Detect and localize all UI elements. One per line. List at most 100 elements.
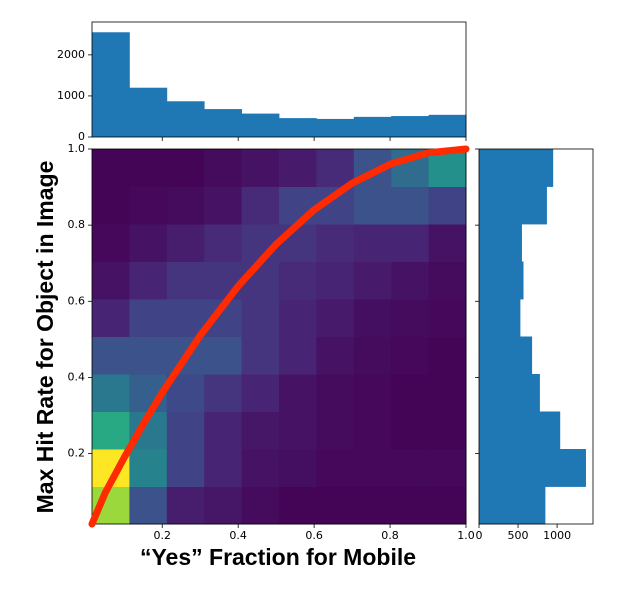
- heatmap-cell: [391, 186, 430, 225]
- heatmap-cell: [129, 336, 168, 375]
- heatmap-cell: [92, 411, 130, 450]
- heatmap-cell: [166, 224, 205, 262]
- heatmap-cell: [353, 299, 392, 337]
- heatmap-cell: [204, 449, 243, 487]
- x-tick-label: 0.6: [305, 529, 323, 542]
- heatmap-cell: [241, 299, 280, 337]
- y-axis-label: Max Hit Rate for Object in Image: [32, 161, 58, 514]
- heatmap-cell: [129, 186, 168, 225]
- heatmap-cell: [316, 411, 355, 450]
- heatmap-cell: [204, 374, 243, 412]
- heatmap-cell: [241, 186, 280, 225]
- heatmap-cell: [129, 449, 168, 487]
- heatmap-cell: [166, 149, 205, 187]
- x-tick-label: 0.4: [229, 529, 247, 542]
- heatmap-cell: [353, 449, 392, 487]
- heatmap-cell: [316, 224, 355, 262]
- heatmap-cell: [241, 336, 280, 375]
- heatmap-cell: [353, 261, 392, 300]
- heatmap-cell: [391, 224, 430, 262]
- histogram-bar: [479, 449, 586, 487]
- heatmap-cell: [129, 261, 168, 300]
- x-tick-label: 500: [508, 529, 529, 542]
- heatmap-cell: [391, 374, 430, 412]
- right-histogram-axes: 0 500 1000: [475, 148, 594, 542]
- histogram-bar: [279, 118, 317, 137]
- histogram-bar: [241, 113, 280, 137]
- histogram-bar: [479, 186, 547, 225]
- histogram-bar: [479, 224, 522, 262]
- axes-frame: [478, 148, 594, 525]
- axes-frame: [91, 21, 467, 138]
- histogram-bar: [479, 336, 533, 375]
- heatmap-cell: [279, 186, 317, 225]
- x-tick-label: 0: [476, 529, 483, 542]
- heatmap-cell: [428, 299, 467, 337]
- heatmap-cell: [279, 411, 317, 450]
- heatmap-cell: [204, 411, 243, 450]
- x-tick-label: 0.8: [381, 529, 399, 542]
- heatmap-cell: [428, 186, 467, 225]
- heatmap-cell: [166, 299, 205, 337]
- heatmap-cell: [353, 411, 392, 450]
- heatmap-cell: [166, 486, 205, 525]
- heatmap-cell: [166, 449, 205, 487]
- histogram-bar: [391, 116, 429, 137]
- heatmap-cell: [129, 486, 168, 525]
- y-tick-label: 2000: [57, 48, 85, 61]
- heatmap-cell: [353, 336, 392, 375]
- heatmap-cell: [241, 374, 280, 412]
- heatmap-cell: [129, 299, 168, 337]
- heatmap-cell: [391, 336, 430, 375]
- histogram-bar: [204, 109, 242, 137]
- heatmap-cell: [241, 449, 280, 487]
- heatmap-cell: [353, 486, 392, 525]
- histogram-bar: [92, 32, 130, 138]
- heatmap-cell: [241, 486, 280, 525]
- heatmap-cell: [428, 486, 467, 525]
- heatmap-cell: [166, 186, 205, 225]
- heatmap-cell: [241, 411, 280, 450]
- axes-frame: [91, 148, 467, 525]
- heatmap-cell: [129, 149, 168, 187]
- y-tick-label: 0.4: [68, 370, 86, 383]
- heatmap-cell: [166, 411, 205, 450]
- heatmap-cell: [279, 336, 317, 375]
- y-tick-label: 0: [78, 130, 85, 143]
- heatmap-cell: [428, 261, 467, 300]
- heatmap-cell: [92, 186, 130, 225]
- histogram-bar: [479, 149, 554, 187]
- curve: [88, 145, 470, 528]
- heatmap-cell: [353, 374, 392, 412]
- histogram-bar: [479, 261, 524, 300]
- x-tick-label: 1.0: [457, 529, 475, 542]
- x-tick-label: 0.2: [153, 529, 171, 542]
- heatmap-cell: [204, 149, 243, 187]
- heatmap-cell: [316, 299, 355, 337]
- heatmap-cell: [391, 411, 430, 450]
- heatmap-cell: [166, 261, 205, 300]
- heatmap-cell: [279, 299, 317, 337]
- histogram-bar: [479, 299, 521, 337]
- heatmap-cell: [279, 486, 317, 525]
- heatmap-cell: [391, 261, 430, 300]
- heatmap-cell: [316, 449, 355, 487]
- heatmap-cell: [92, 261, 130, 300]
- heatmap-cell: [428, 449, 467, 487]
- y-tick-label: 1.0: [68, 142, 86, 155]
- histogram-bar: [479, 486, 546, 525]
- heatmap-cell: [391, 486, 430, 525]
- histogram-bar: [479, 374, 540, 412]
- heatmap-cell: [279, 224, 317, 262]
- histogram-bar: [316, 118, 355, 137]
- y-tick-label: 1000: [57, 89, 85, 102]
- y-tick-label: 0.6: [68, 294, 86, 307]
- heatmap-cell: [279, 449, 317, 487]
- heatmap-cell: [279, 374, 317, 412]
- heatmap-cell: [353, 186, 392, 225]
- heatmap-cell: [204, 186, 243, 225]
- heatmap-cell: [92, 224, 130, 262]
- heatmap-cell: [316, 374, 355, 412]
- heatmap-cell: [279, 149, 317, 187]
- heatmap-cell: [204, 486, 243, 525]
